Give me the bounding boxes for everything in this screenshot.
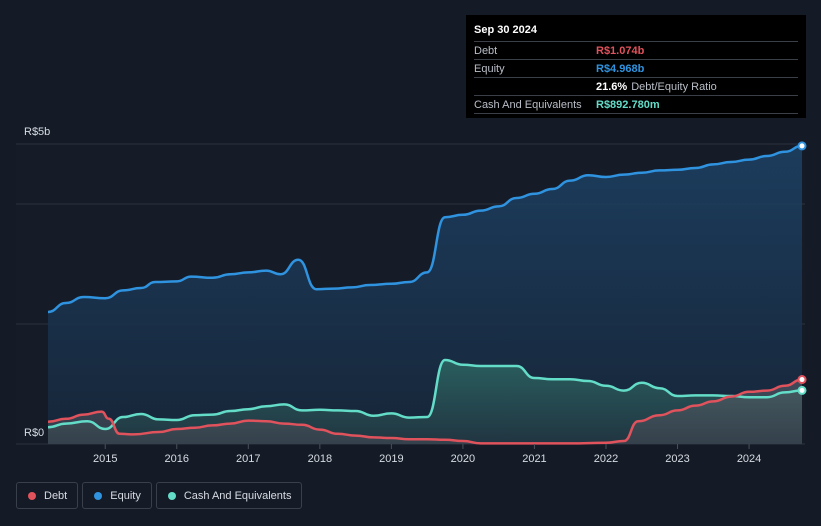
- legend-equity-label: Equity: [110, 489, 141, 502]
- legend-cash-label: Cash And Equivalents: [183, 489, 292, 502]
- tooltip-date: Sep 30 2024: [474, 24, 537, 36]
- equity-dot-icon: [94, 491, 103, 500]
- x-tick-label: 2020: [451, 453, 475, 465]
- tooltip-cash-value: R$892.780m: [596, 98, 660, 111]
- legend-item-equity[interactable]: Equity: [82, 482, 152, 509]
- tooltip-equity-value: R$4.968b: [596, 62, 645, 75]
- y-tick-label: R$5b: [24, 126, 50, 138]
- y-axis-ticks: R$5b R$0: [24, 126, 50, 439]
- debt-end-marker: [797, 375, 807, 385]
- tooltip-equity-label: Equity: [474, 62, 505, 75]
- x-tick-label: 2024: [737, 453, 761, 465]
- cash-dot-icon: [167, 491, 176, 500]
- tooltip-row-ratio: 21.6% Debt/Equity Ratio: [474, 77, 798, 95]
- x-tick-label: 2021: [522, 453, 546, 465]
- debt-area: [48, 379, 802, 444]
- tooltip-row-equity: Equity R$4.968b: [474, 59, 798, 77]
- x-tick-label: 2018: [308, 453, 332, 465]
- x-tick-label: 2019: [379, 453, 403, 465]
- x-tick-label: 2022: [594, 453, 618, 465]
- equity-line: [47, 144, 803, 314]
- equity-area: [48, 145, 802, 444]
- debt-dot-icon: [28, 491, 36, 500]
- tooltip-ratio-label: Debt/Equity Ratio: [631, 80, 717, 93]
- legend-debt-label: Debt: [44, 489, 68, 502]
- end-markers: [797, 141, 807, 395]
- x-tick-label: 2023: [665, 453, 689, 465]
- x-tick-label: 2016: [165, 453, 189, 465]
- tooltip-panel: Sep 30 2024 Debt R$1.074b Equity R$4.968…: [466, 15, 806, 118]
- chart-legend: Debt Equity Cash And Equivalents: [16, 482, 303, 509]
- y-tick-label: R$0: [24, 427, 44, 439]
- tooltip-ratio-value: 21.6%: [596, 80, 628, 93]
- tooltip-cash-label: Cash And Equivalents: [474, 98, 582, 111]
- tooltip-debt-value: R$1.074b: [596, 44, 645, 57]
- x-tick-label: 2015: [93, 453, 117, 465]
- cash-end-marker: [797, 385, 807, 395]
- equity-end-marker: [797, 141, 807, 151]
- tooltip-debt-label: Debt: [474, 44, 498, 57]
- x-tick-label: 2017: [236, 453, 260, 465]
- debt-line: [47, 378, 803, 445]
- cash-line: [47, 358, 803, 431]
- legend-item-cash[interactable]: Cash And Equivalents: [155, 482, 303, 509]
- tooltip-row-debt: Debt R$1.074b: [474, 41, 798, 59]
- legend-item-debt[interactable]: Debt: [16, 482, 79, 509]
- tooltip-row-cash: Cash And Equivalents R$892.780m: [474, 95, 798, 114]
- x-axis-ticks: 2015 2016 2017 2018 2019 2020 2021 2022 2023 2024: [93, 444, 761, 465]
